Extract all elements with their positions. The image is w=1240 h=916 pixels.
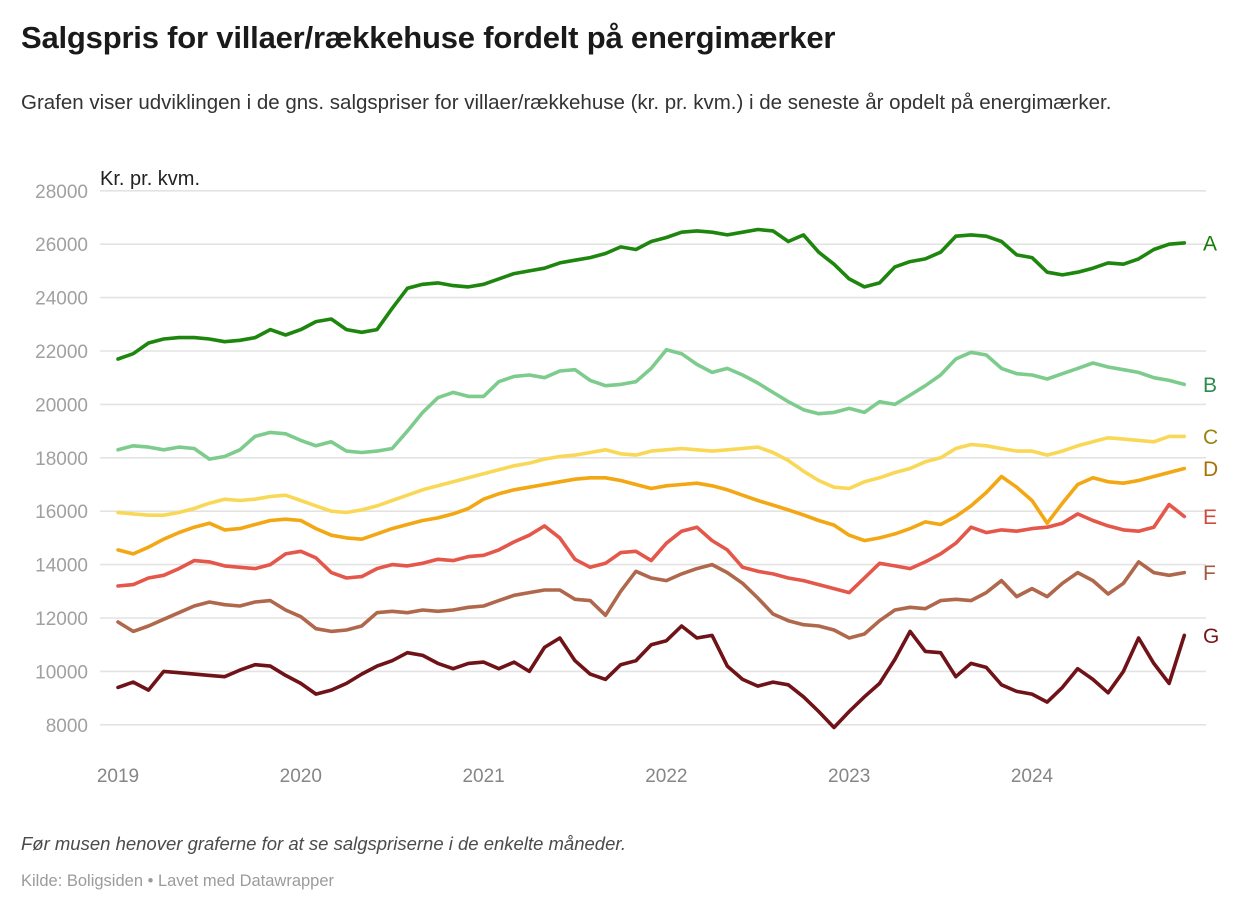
series-end-label-F: F <box>1203 562 1216 585</box>
series-end-label-D: D <box>1203 458 1218 481</box>
series-line-F[interactable] <box>116 560 1187 640</box>
series-end-label-G: G <box>1203 625 1219 648</box>
x-tick-label-2024: 2024 <box>1011 766 1054 787</box>
series-end-label-B: B <box>1203 374 1217 397</box>
y-tick-label-16000: 16000 <box>35 502 88 523</box>
x-tick-label-2022: 2022 <box>645 766 687 787</box>
series-line-E[interactable] <box>116 502 1187 595</box>
y-tick-label-22000: 22000 <box>35 342 88 363</box>
gridlines-group <box>100 190 1206 726</box>
series-line-B[interactable] <box>116 347 1187 461</box>
hover-hint-note: Før musen henover graferne for at se sal… <box>21 833 626 854</box>
x-axis-labels-group: 2019 2020 2021 2022 2023 2024 <box>97 766 1054 787</box>
y-tick-label-24000: 24000 <box>35 289 88 310</box>
x-tick-label-2021: 2021 <box>462 766 504 787</box>
series-line-A[interactable] <box>116 227 1187 361</box>
series-end-label-A: A <box>1203 232 1217 255</box>
y-tick-label-18000: 18000 <box>35 449 88 470</box>
series-end-label-C: C <box>1203 426 1218 449</box>
y-axis-unit-label: Kr. pr. kvm. <box>100 168 201 190</box>
y-tick-label-8000: 8000 <box>46 716 88 737</box>
y-tick-label-20000: 20000 <box>35 395 88 416</box>
series-line-C[interactable] <box>116 434 1187 518</box>
x-tick-label-2023: 2023 <box>828 766 870 787</box>
series-end-label-E: E <box>1203 506 1217 529</box>
y-axis-labels-group: 28000 26000 24000 22000 20000 18000 16000 14000… <box>35 182 88 737</box>
y-tick-label-10000: 10000 <box>35 662 88 683</box>
series-end-labels-group: A B CD E F G <box>1203 232 1219 647</box>
source-attribution: Kilde: Boligsiden • Lavet med Datawrappe… <box>21 872 335 890</box>
y-tick-label-26000: 26000 <box>35 235 88 256</box>
x-tick-label-2019: 2019 <box>97 766 139 787</box>
page-title: Salgspris for villaer/rækkehuse fordelt … <box>21 20 836 55</box>
chart-subtitle: Grafen viser udviklingen i de gns. salgs… <box>21 91 1112 114</box>
series-lines-group <box>116 227 1187 730</box>
series-line-D[interactable] <box>116 466 1187 556</box>
y-tick-label-28000: 28000 <box>35 182 88 203</box>
y-tick-label-12000: 12000 <box>35 609 88 630</box>
x-tick-label-2020: 2020 <box>280 766 322 787</box>
series-line-G[interactable] <box>116 624 1187 730</box>
y-tick-label-14000: 14000 <box>35 556 88 577</box>
